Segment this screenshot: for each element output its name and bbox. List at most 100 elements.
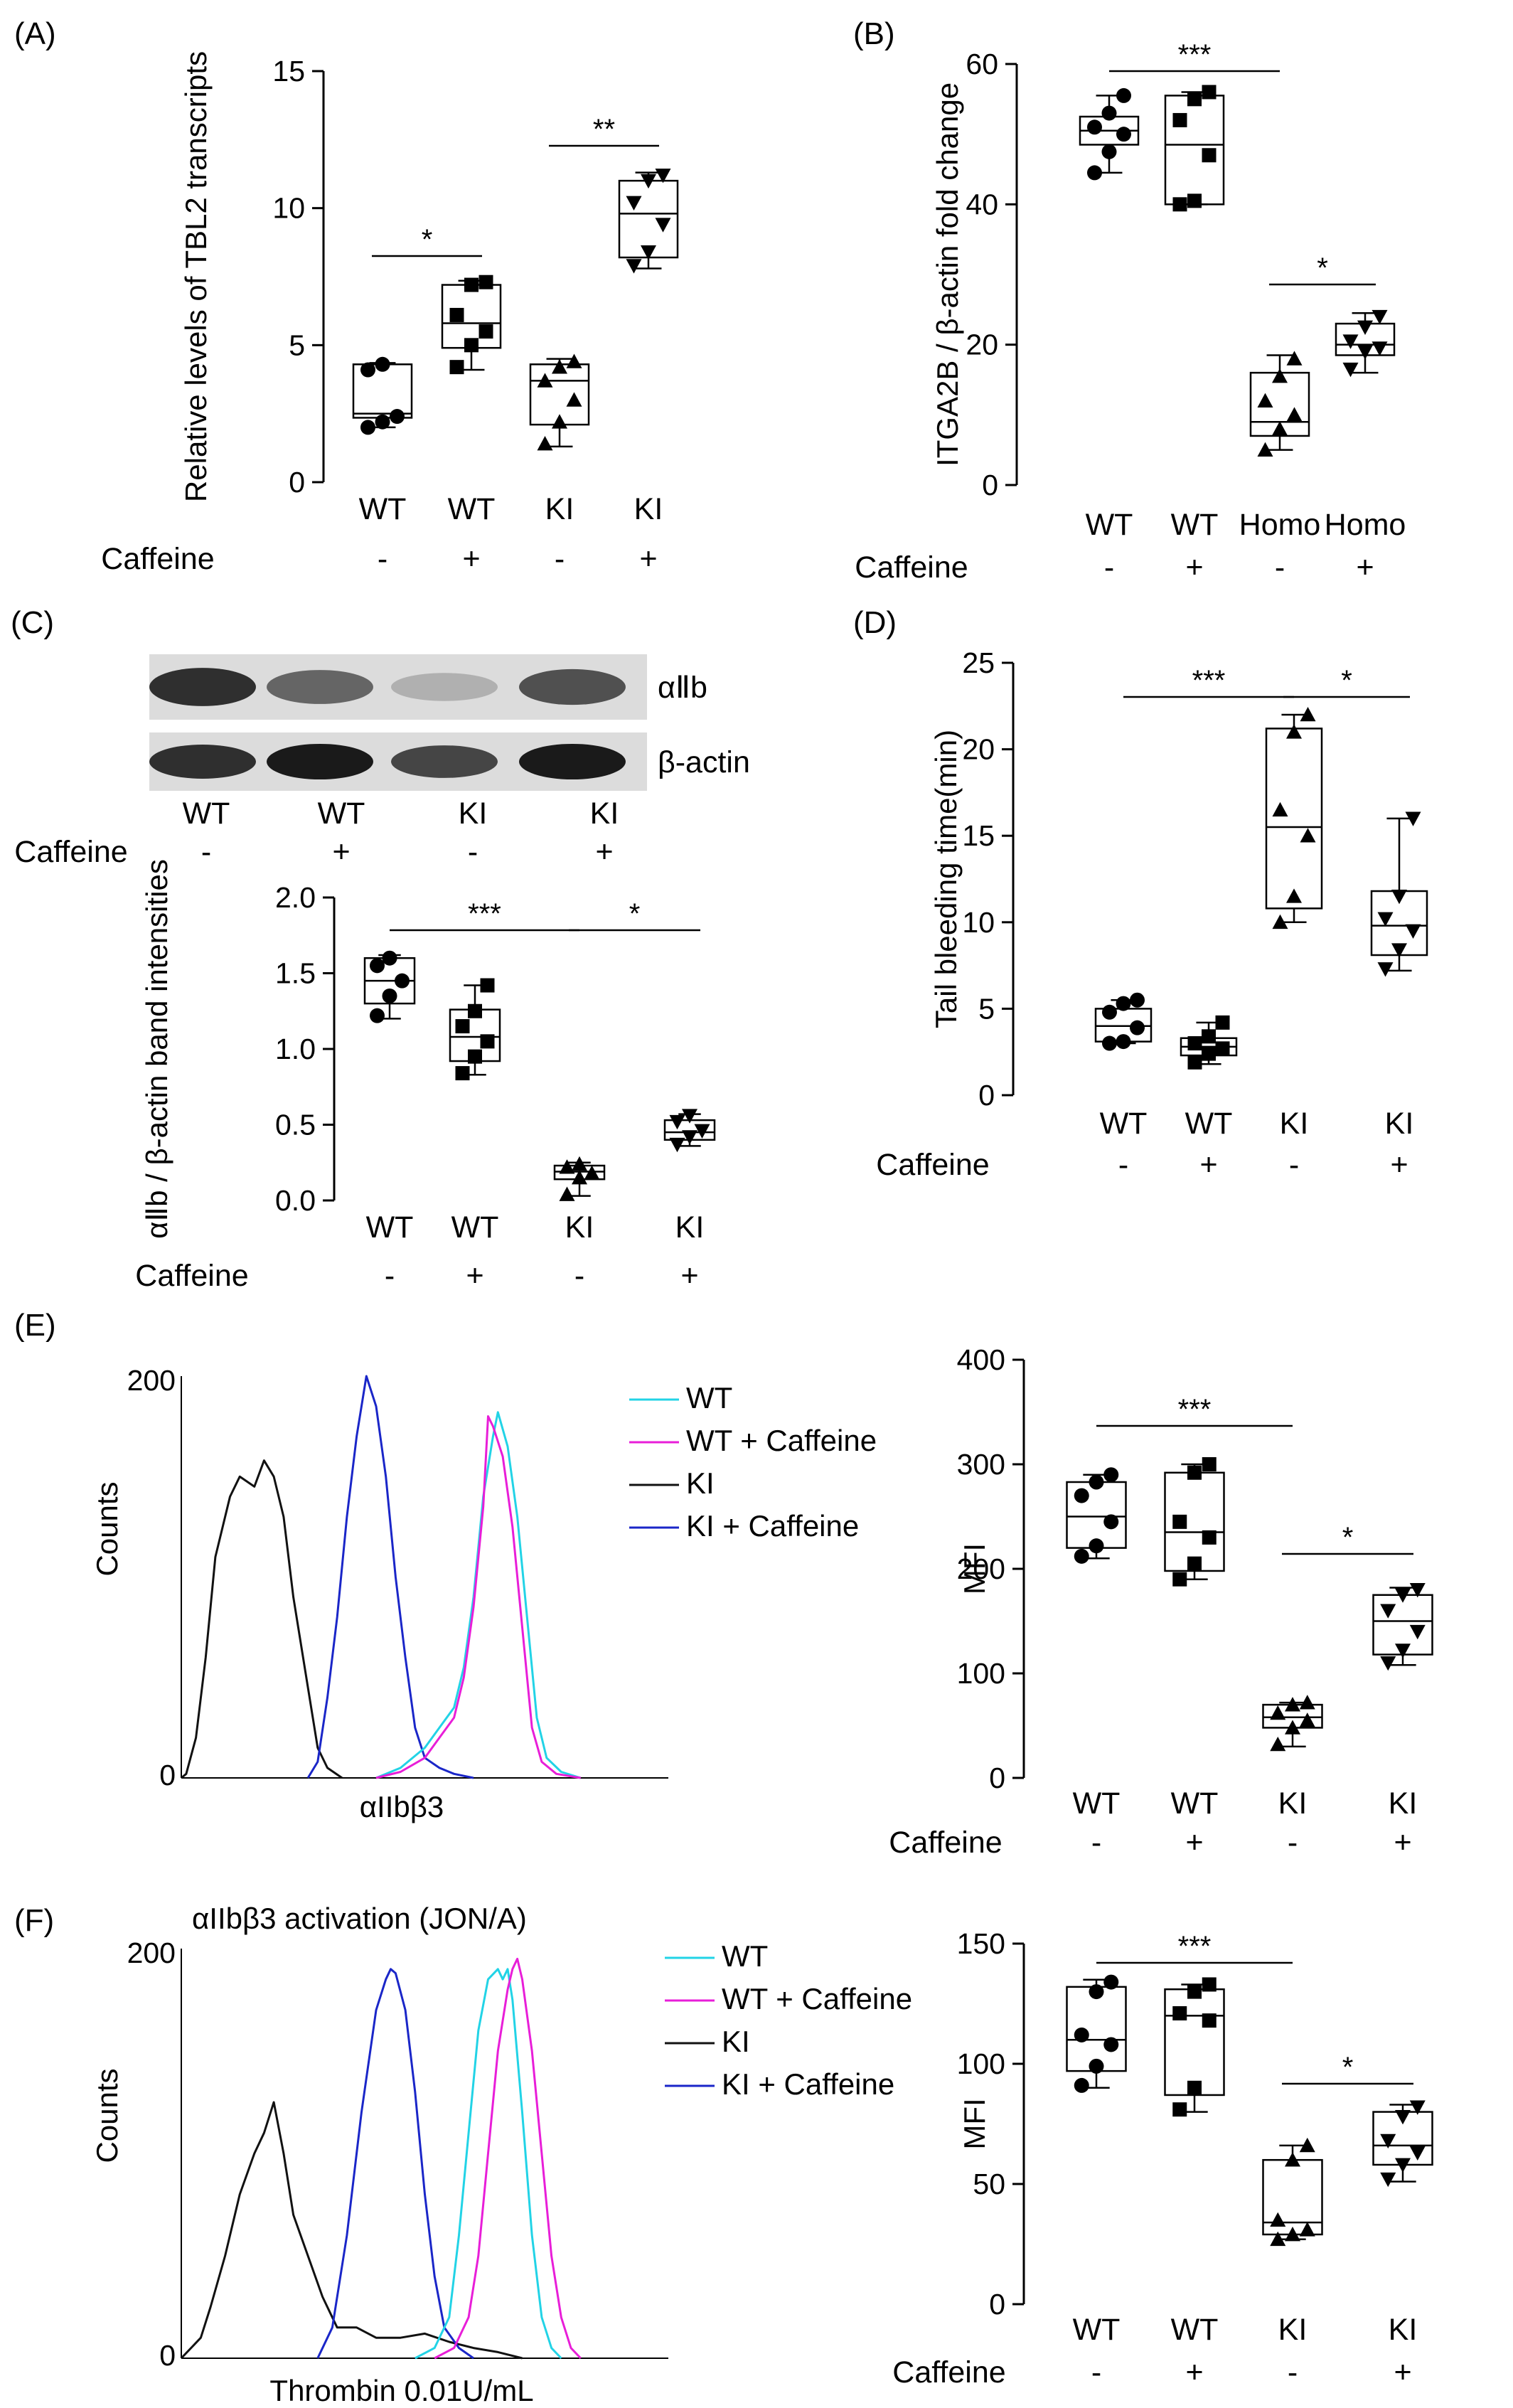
box-3	[529, 353, 590, 451]
data-point	[455, 1019, 470, 1034]
treatment-sign: +	[1356, 550, 1374, 585]
box-1	[352, 356, 413, 435]
data-point	[1103, 1974, 1119, 1990]
data-point	[1409, 1624, 1426, 1640]
data-point	[1074, 1548, 1089, 1564]
legend-entry: KI	[722, 2025, 750, 2058]
data-point	[1380, 2133, 1396, 2149]
data-point	[1074, 1488, 1089, 1503]
box-2	[1164, 85, 1225, 212]
treatment-row-label: Caffeine	[855, 550, 968, 585]
treatment-sign: +	[1394, 1826, 1411, 1860]
data-point	[669, 1137, 685, 1153]
legend-entry: KI	[686, 1466, 715, 1500]
data-point	[1299, 1695, 1315, 1710]
y-tick-label: 40	[966, 188, 998, 220]
data-point	[1089, 1538, 1104, 1554]
blot-band	[267, 670, 373, 704]
significance-label: *	[629, 898, 641, 929]
y-tick-label: 0	[159, 1759, 176, 1791]
treatment-sign: +	[1185, 550, 1203, 585]
data-point	[1409, 1583, 1426, 1598]
data-point	[566, 353, 582, 368]
box-iqr	[1066, 1986, 1127, 2072]
panel-label: (D)	[853, 605, 897, 640]
data-point	[1272, 801, 1288, 817]
box-plot-panel-C: (C) 0.0 0.5 1.0 1.5 2.0 αⅡb / β-actin band int…	[11, 605, 716, 1293]
data-point	[559, 1186, 575, 1201]
y-tick-label: 5	[289, 329, 305, 361]
treatment-sign: -	[1288, 1826, 1298, 1860]
category-label: KI	[1280, 1107, 1309, 1141]
y-tick-label: 100	[957, 1657, 1005, 1690]
data-point	[572, 1156, 587, 1171]
treatment-sign: +	[1394, 2355, 1411, 2390]
significance-label: *	[422, 224, 433, 255]
significance-label: *	[1342, 2052, 1354, 2083]
y-tick-label: 200	[127, 1936, 176, 1969]
data-point	[1087, 119, 1102, 135]
histogram-panel-F1: (F) 0 200 Counts Thrombin 0.01U/mL αIIbβ3 act…	[14, 1902, 912, 2407]
category-label: KI	[634, 492, 663, 526]
y-tick-label: 1.0	[275, 1033, 316, 1065]
significance-label: ***	[1178, 39, 1212, 70]
treatment-sign: +	[639, 542, 657, 576]
treatment-sign: -	[1104, 550, 1114, 585]
data-point	[1272, 368, 1288, 383]
data-point	[1285, 2226, 1300, 2242]
data-point	[375, 356, 390, 372]
y-axis-label: ITGA2B / β-actin fold change	[931, 82, 964, 467]
data-point	[1395, 1643, 1411, 1658]
data-point	[1270, 1736, 1286, 1752]
data-point	[1286, 351, 1303, 366]
histogram-line-wt	[375, 1411, 582, 1779]
data-point	[1380, 1604, 1396, 1619]
y-axis-label: Tail bleeding time(min)	[929, 730, 963, 1028]
data-point	[537, 373, 553, 388]
blot-treatment-row-label: Caffeine	[14, 835, 127, 869]
data-point	[390, 409, 405, 425]
data-point	[480, 1034, 495, 1049]
data-point	[566, 392, 582, 407]
box-4	[663, 1109, 716, 1153]
box-4	[1372, 2100, 1433, 2188]
data-point	[1103, 1514, 1119, 1530]
treatment-sign: +	[462, 542, 480, 576]
data-point	[370, 1008, 385, 1023]
histogram-line-wt-caffeine	[375, 1415, 581, 1779]
panel-label: (E)	[14, 1308, 56, 1343]
blot-treatment-sign: +	[595, 835, 613, 869]
y-tick-label: 0	[159, 2339, 176, 2372]
legend-entry: WT + Caffeine	[722, 1982, 912, 2015]
category-label: KI	[1278, 1786, 1308, 1821]
y-tick-label: 100	[957, 2047, 1005, 2080]
data-point	[1103, 2037, 1119, 2052]
blot-lane-label: KI	[459, 797, 488, 831]
category-label: WT	[359, 492, 407, 526]
histogram-line-wt	[415, 1968, 562, 2360]
data-point	[1116, 127, 1131, 142]
y-axis-label: αⅡb / β-actin band intensities	[140, 859, 173, 1239]
data-point	[464, 338, 479, 353]
significance-label: *	[1341, 665, 1352, 696]
data-point	[1409, 2100, 1426, 2115]
data-point	[682, 1130, 697, 1145]
data-point	[682, 1109, 697, 1124]
box-4	[618, 169, 679, 274]
y-tick-label: 50	[973, 2168, 1005, 2200]
box-3	[1249, 351, 1310, 457]
data-point	[559, 1159, 575, 1174]
significance-label: ***	[1178, 1394, 1212, 1425]
data-point	[1380, 2172, 1396, 2188]
data-point	[1087, 165, 1102, 181]
category-label: WT	[451, 1210, 499, 1245]
data-point	[1272, 421, 1288, 436]
data-point	[1089, 1984, 1104, 2000]
data-point	[1202, 85, 1217, 100]
category-label: WT	[1073, 1786, 1121, 1821]
panel-label: (F)	[14, 1903, 54, 1938]
data-point	[382, 950, 397, 966]
data-point	[1172, 2006, 1187, 2021]
data-point	[1102, 1004, 1117, 1020]
data-point	[360, 362, 375, 378]
